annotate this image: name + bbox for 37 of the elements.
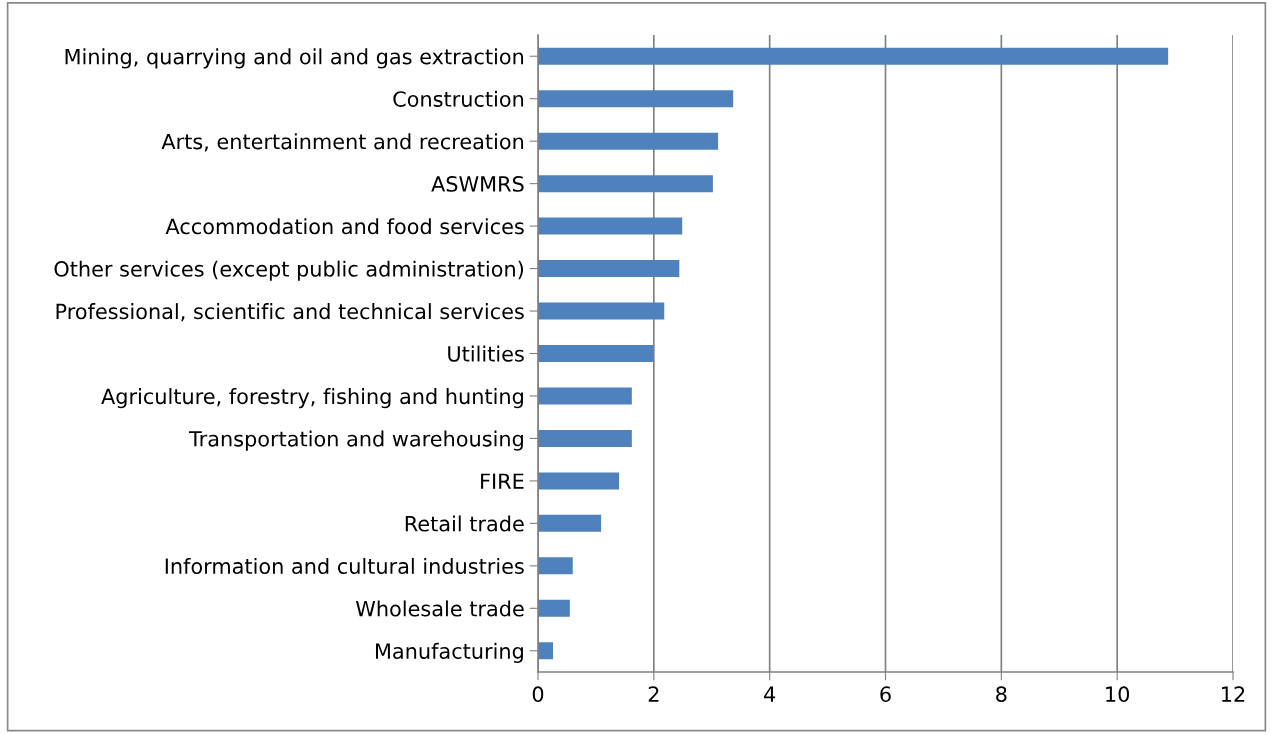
x-tick-label: 2 [648, 686, 659, 702]
x-tick-label: 0 [532, 686, 544, 703]
bar [538, 90, 734, 108]
y-tick-label: Manufacturing [375, 642, 523, 664]
bar [538, 429, 632, 447]
x-tick-label: 8 [996, 686, 1007, 703]
x-tick-label: 4 [764, 686, 776, 702]
y-tick-label: Accommodation and food services [165, 218, 524, 235]
y-tick-label: Transportation and warehousing [188, 430, 523, 451]
x-tick-label: 10 [1106, 686, 1130, 703]
y-tick-label: FIRE [481, 473, 524, 489]
y-tick-label: Utilities [448, 345, 524, 362]
y-tick-label: Retail trade [405, 515, 524, 532]
bar [538, 557, 573, 575]
y-tick-label: Mining, quarrying and oil and gas extraction [65, 48, 524, 69]
x-tick-label: 6 [880, 686, 891, 703]
bar [538, 132, 719, 150]
bar [538, 514, 602, 532]
bar [538, 387, 632, 405]
bar [538, 217, 683, 235]
y-tick-label: Information and cultural industries [165, 557, 524, 575]
y-tick-label: Arts, entertainment and recreation [161, 133, 524, 152]
bar [538, 47, 1169, 65]
bar [538, 345, 654, 362]
y-tick-label: Wholesale trade [355, 600, 524, 617]
bar [538, 302, 665, 320]
y-tick-label: Construction [393, 90, 524, 107]
bar [538, 642, 554, 660]
bar [538, 260, 680, 278]
x-tick-label: 12 [1222, 686, 1245, 702]
y-tick-label: Agriculture, forestry, fishing and hunting [101, 388, 523, 409]
bar [538, 472, 620, 490]
bar [538, 175, 713, 193]
y-tick-label: ASWMRS [431, 176, 524, 192]
y-tick-label: Professional, scientific and technical services [56, 303, 524, 322]
bar [538, 599, 570, 617]
y-tick-label: Other services (except public administration) [54, 260, 524, 281]
